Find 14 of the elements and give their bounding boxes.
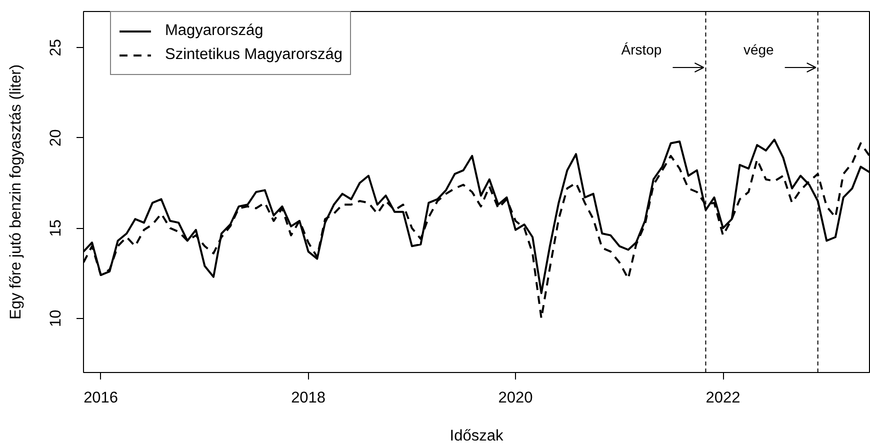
x-tick-label: 2016 bbox=[84, 390, 118, 406]
x-tick-label: 2018 bbox=[291, 390, 326, 406]
y-tick-label: 15 bbox=[48, 219, 64, 237]
x-tick-label: 2020 bbox=[498, 390, 534, 406]
x-axis-title: Időszak bbox=[450, 428, 504, 444]
y-axis-title: Egy főre jutó benzin fogyasztás (liter) bbox=[8, 64, 24, 320]
x-tick-label: 2022 bbox=[706, 390, 740, 406]
ref-line-label: vége bbox=[743, 42, 774, 58]
y-tick-label: 20 bbox=[48, 128, 64, 146]
y-tick-label: 10 bbox=[48, 309, 64, 327]
ref-line-label: Árstop bbox=[621, 42, 662, 58]
y-tick-label: 25 bbox=[48, 38, 64, 56]
legend-label: Szintetikus Magyarország bbox=[165, 45, 342, 65]
legend-label: Magyarország bbox=[165, 21, 264, 41]
